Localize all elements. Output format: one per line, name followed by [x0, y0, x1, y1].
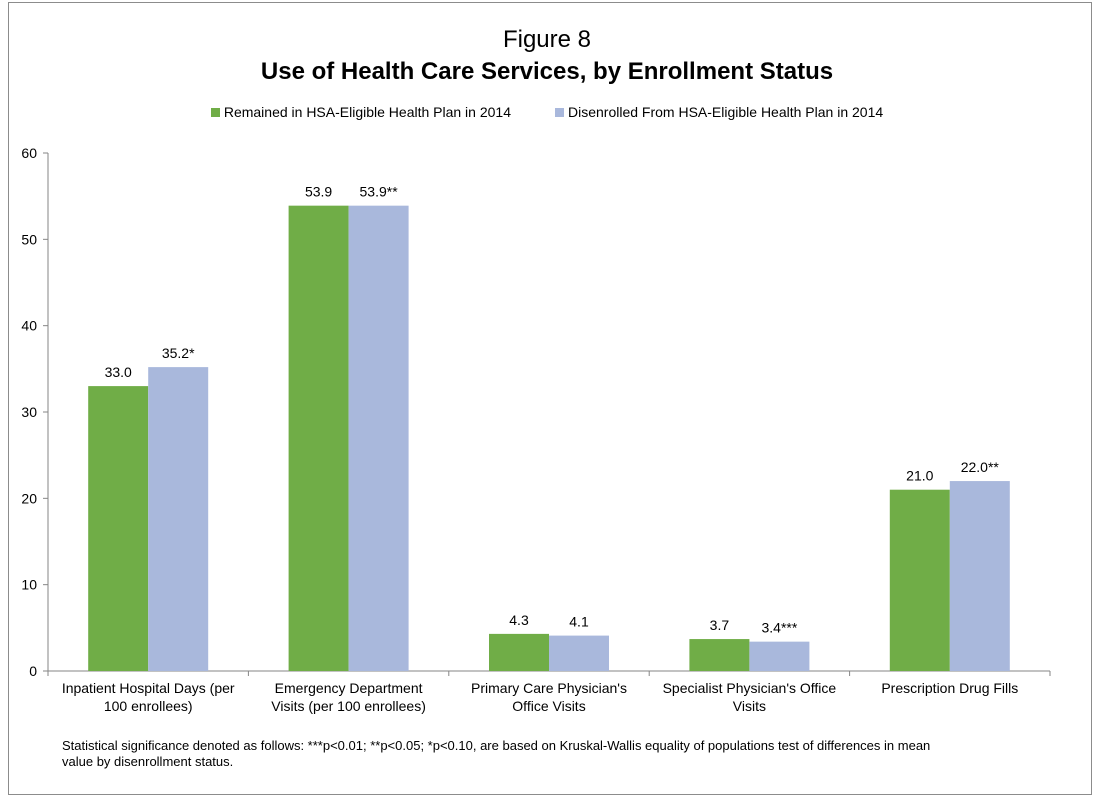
bar-remained — [88, 386, 149, 671]
bar-disenrolled — [949, 481, 1010, 671]
x-tick-label: Emergency Department Visits (per 100 enro… — [271, 680, 426, 714]
x-tick-label-line: Primary Care Physician's — [471, 680, 627, 696]
legend: Remained in HSA-Eligible Health Plan in … — [0, 104, 1094, 120]
data-label-disenrolled: 3.4*** — [761, 620, 797, 636]
x-tick-label: Inpatient Hospital Days (per 100 enrollee… — [62, 680, 235, 714]
bar-remained — [288, 205, 349, 671]
x-tick-label: Prescription Drug Fills — [881, 680, 1018, 696]
chart-title: Use of Health Care Services, by Enrollme… — [260, 58, 834, 85]
legend-item-remained: Remained in HSA-Eligible Health Plan in … — [210, 104, 511, 120]
y-tick-label: 10 — [21, 577, 37, 593]
x-tick-label-line: 100 enrollees) — [104, 698, 193, 714]
y-tick-label: 0 — [29, 663, 37, 679]
figure-label: Figure 8 — [502, 26, 592, 53]
y-tick-label: 30 — [21, 404, 37, 420]
footnote: Statistical significance denoted as foll… — [62, 738, 931, 769]
x-tick-label: Specialist Physician's Office Visits — [663, 680, 837, 714]
data-label-remained: 3.7 — [710, 617, 730, 633]
data-label-remained: 33.0 — [105, 364, 132, 380]
bar-remained — [689, 639, 750, 671]
legend-item-disenrolled: Disenrolled From HSA-Eligible Health Pla… — [555, 104, 883, 120]
x-tick-label-line: Specialist Physician's Office — [663, 680, 837, 696]
bar-disenrolled — [348, 205, 409, 671]
x-tick-label-line: Office Visits — [512, 698, 585, 714]
bar-disenrolled — [148, 367, 209, 671]
legend-label-remained: Remained in HSA-Eligible Health Plan in … — [223, 104, 511, 120]
data-label-disenrolled: 35.2* — [162, 345, 195, 361]
x-tick-label-line: Visits (per 100 enrollees) — [271, 698, 426, 714]
x-tick-label: Primary Care Physician's Office Visits — [471, 680, 627, 714]
bar-remained — [889, 489, 950, 671]
data-label-disenrolled: 53.9** — [360, 184, 399, 200]
x-tick-label-line: Emergency Department — [275, 680, 423, 696]
data-label-remained: 4.3 — [509, 612, 529, 628]
data-label-remained: 53.9 — [305, 184, 332, 200]
bar-remained — [489, 633, 549, 671]
bar-disenrolled — [749, 641, 810, 671]
chart-frame — [8, 2, 1092, 795]
y-tick-label: 40 — [21, 318, 37, 334]
legend-swatch-remained — [210, 107, 220, 117]
x-tick-label-line: Inpatient Hospital Days (per — [62, 680, 235, 696]
data-label-disenrolled: 22.0** — [961, 459, 1000, 475]
y-tick-label: 60 — [21, 145, 37, 161]
x-tick-label-line: Prescription Drug Fills — [881, 680, 1018, 696]
y-tick-label: 50 — [21, 231, 37, 247]
bar-disenrolled — [549, 635, 609, 671]
x-tick-label-line: Visits — [733, 698, 766, 714]
legend-swatch-disenrolled — [555, 107, 564, 117]
legend-label-disenrolled: Disenrolled From HSA-Eligible Health Pla… — [568, 104, 884, 120]
data-label-remained: 21.0 — [906, 468, 933, 484]
y-tick-label: 20 — [21, 490, 37, 506]
data-label-disenrolled: 4.1 — [569, 614, 589, 630]
